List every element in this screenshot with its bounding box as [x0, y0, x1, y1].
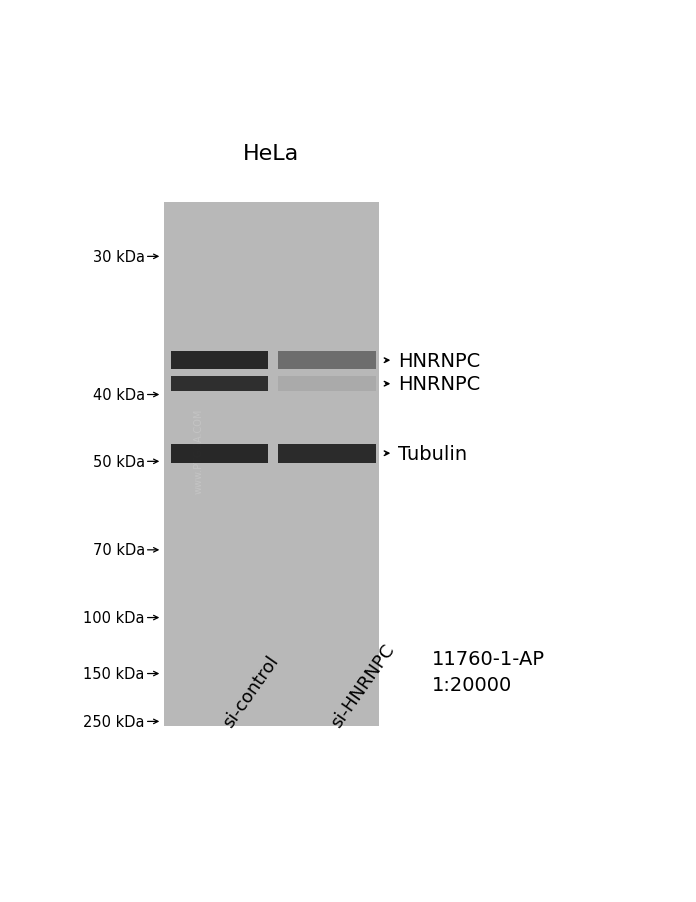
Bar	[278, 352, 376, 370]
Text: HeLa: HeLa	[244, 143, 299, 163]
Text: 30 kDa: 30 kDa	[93, 250, 145, 264]
Bar	[171, 445, 268, 464]
Text: HNRNPC: HNRNPC	[398, 374, 480, 394]
Bar	[164, 203, 379, 726]
Text: 70 kDa: 70 kDa	[93, 543, 145, 557]
Text: 250 kDa: 250 kDa	[84, 714, 145, 729]
Text: www.PTGGA.COM: www.PTGGA.COM	[193, 409, 203, 493]
Text: si-HNRNPC: si-HNRNPC	[327, 640, 397, 731]
Bar	[278, 377, 376, 391]
Text: 11760-1-AP
1:20000: 11760-1-AP 1:20000	[432, 649, 544, 695]
Bar	[278, 445, 376, 464]
Text: 40 kDa: 40 kDa	[93, 388, 145, 402]
Bar	[171, 352, 268, 370]
Text: HNRNPC: HNRNPC	[398, 351, 480, 371]
Text: si-control: si-control	[219, 652, 282, 731]
Text: 150 kDa: 150 kDa	[84, 667, 145, 681]
Text: 50 kDa: 50 kDa	[93, 455, 145, 469]
Text: 100 kDa: 100 kDa	[84, 611, 145, 625]
Text: Tubulin: Tubulin	[398, 444, 467, 464]
Bar	[171, 377, 268, 391]
